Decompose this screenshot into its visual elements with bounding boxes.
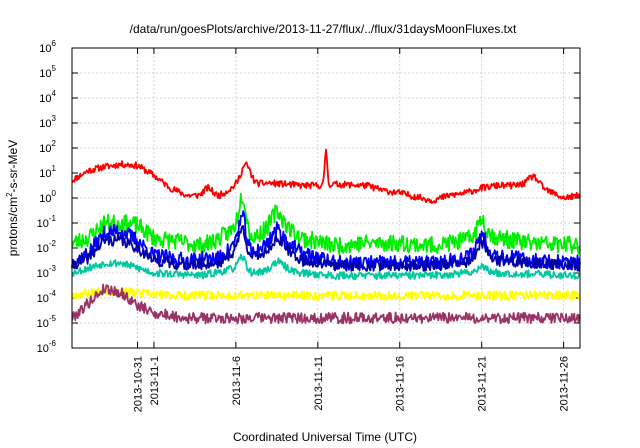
y-tick-labels: 10-6 10-5 10-4 10-3 10-2 10-1 100 101 102 103 104 1… (37, 39, 57, 355)
x-tick-label: 2013-11-6 (231, 356, 243, 405)
y-tick-label: 105 (39, 64, 56, 80)
series-line (71, 210, 581, 272)
y-axis-label-suffix: -s-sr-MeV (6, 140, 20, 193)
x-tick-label: 2013-11-26 (559, 356, 571, 411)
x-tick-label: 2013-11-16 (395, 356, 407, 411)
series-line (71, 225, 581, 272)
x-tick-label: 2013-11-11 (313, 356, 325, 411)
x-axis-label: Coordinated Universal Time (UTC) (233, 430, 417, 444)
series-line (71, 148, 581, 204)
y-tick-label: 102 (39, 139, 56, 155)
y-tick-label: 10-4 (37, 289, 57, 305)
y-tick-label: 106 (39, 39, 56, 55)
series-line (71, 192, 581, 255)
series-line (71, 253, 581, 281)
y-tick-label: 10-5 (37, 314, 57, 330)
y-tick-label: 10-2 (37, 239, 57, 255)
y-tick-label: 101 (39, 164, 56, 180)
y-axis-label: protons/cm2-s-sr-MeV (5, 140, 20, 256)
y-tick-label: 104 (39, 89, 56, 105)
series-line (71, 286, 581, 301)
chart-title: /data/run/goesPlots/archive/2013-11-27/f… (130, 22, 517, 36)
y-axis-label-sup: 2 (5, 192, 14, 197)
grid (72, 47, 580, 349)
plot-frame (71, 47, 581, 349)
y-tick-label: 10-6 (37, 339, 57, 355)
y-tick-label: 103 (39, 114, 56, 130)
x-tick-labels: 2013-10-31 2013-11-1 2013-11-6 2013-11-11 20… (133, 356, 571, 412)
series-group (71, 148, 581, 325)
series-line (71, 283, 581, 325)
y-tick-label: 10-3 (37, 264, 57, 280)
y-axis-label-prefix: protons/cm (6, 197, 20, 256)
y-tick-label: 10-1 (37, 214, 57, 230)
x-tick-label: 2013-10-31 (133, 356, 145, 412)
x-tick-label: 2013-11-1 (149, 356, 161, 405)
x-tick-label: 2013-11-21 (477, 356, 489, 411)
y-tick-label: 100 (39, 189, 56, 205)
